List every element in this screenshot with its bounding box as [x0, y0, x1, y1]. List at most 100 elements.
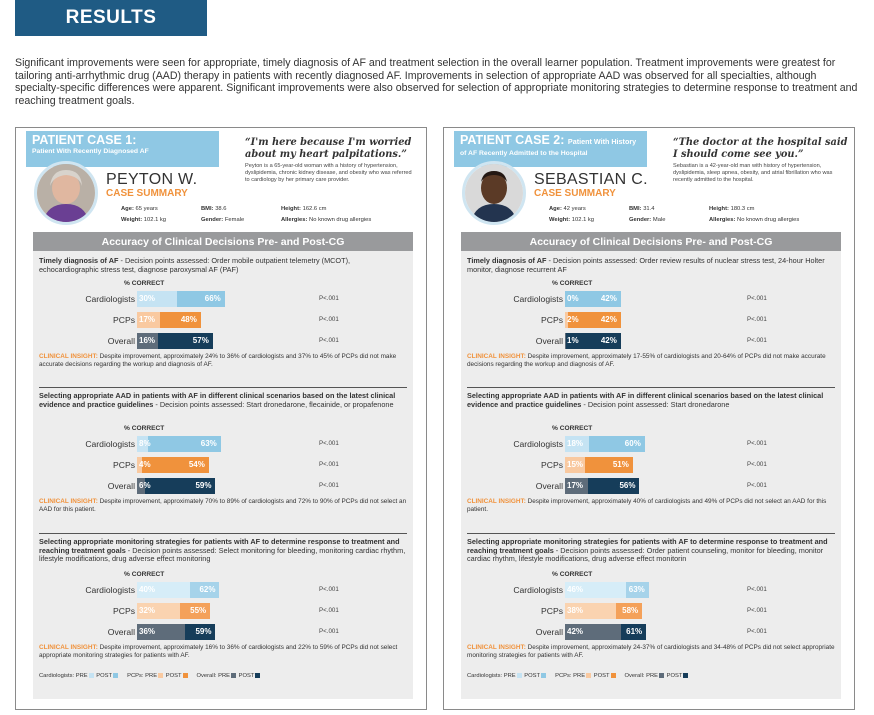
- pct-correct-label: % CORRECT: [552, 280, 593, 287]
- patient-photo: [34, 161, 98, 225]
- weight-value: 102.1 kg: [143, 216, 167, 223]
- post-bar: [566, 333, 621, 349]
- pct-correct-label: % CORRECT: [124, 425, 165, 432]
- section-title-rest: - Decision points assessed: Order patien…: [467, 545, 824, 564]
- legend-label: Overall:: [196, 673, 217, 680]
- section-title: Timely diagnosis of AF - Decision points…: [39, 256, 407, 274]
- legend-post-swatch: [113, 673, 119, 678]
- height-value: 162.6 cm: [302, 205, 327, 212]
- post-value-label: 42%: [600, 294, 617, 303]
- bar-row-pcps: PCPs 4% 54% P<.001: [39, 457, 407, 473]
- legend-post-swatch: [182, 673, 188, 678]
- post-value-label: 60%: [624, 439, 641, 448]
- post-bar: [190, 582, 220, 598]
- legend-post-text: POST: [165, 673, 182, 680]
- accuracy-header: Accuracy of Clinical Decisions Pre- and …: [461, 232, 841, 251]
- post-bar: [142, 457, 209, 473]
- clinical-insight-label: CLINICAL INSIGHT:: [467, 498, 526, 505]
- pre-bar: [565, 312, 568, 328]
- patient-quote: “I'm here because I'm worried about my h…: [245, 137, 412, 160]
- weight-value: 102.1 kg: [571, 216, 595, 223]
- pre-bar: [137, 312, 160, 328]
- clinical-insight-label: CLINICAL INSIGHT:: [467, 353, 526, 360]
- legend-pre-swatch: [88, 673, 94, 678]
- clinical-insight-text: Despite improvement, approximately 17-55…: [467, 353, 826, 368]
- age-label: Age:: [121, 205, 134, 212]
- decision-section: Selecting appropriate AAD in patients wi…: [39, 391, 407, 513]
- post-value-label: 66%: [204, 294, 221, 303]
- pre-bar: [137, 582, 191, 598]
- legend-pre-swatch: [659, 673, 665, 678]
- weight-label: Weight:: [549, 216, 571, 223]
- p-value: P<.001: [319, 337, 339, 344]
- legend-pre-text: PRE: [145, 673, 158, 680]
- clinical-insight: CLINICAL INSIGHT: Despite improvement, a…: [39, 644, 407, 660]
- patient-name: SEBASTIAN C.: [534, 171, 648, 188]
- decision-section: Selecting appropriate monitoring strateg…: [467, 537, 835, 659]
- pre-value-label: 38%: [567, 606, 584, 615]
- p-value: P<.001: [747, 461, 767, 468]
- height-label: Height:: [709, 205, 729, 212]
- section-title-bold: Selecting appropriate AAD in patients wi…: [467, 391, 824, 409]
- pre-bar: [565, 582, 627, 598]
- pre-bar: [565, 478, 588, 494]
- p-value: P<.001: [747, 440, 767, 447]
- pre-bar: [565, 624, 621, 640]
- post-value-label: 61%: [626, 627, 643, 636]
- pre-value-label: 2%: [567, 315, 579, 324]
- case-tag-subtitle: Patient With Recently Diagnosed AF: [32, 148, 149, 155]
- section-title-bold: Selecting appropriate AAD in patients wi…: [39, 391, 396, 409]
- post-value-label: 51%: [612, 460, 629, 469]
- section-title-bold: Selecting appropriate monitoring strateg…: [39, 537, 400, 555]
- bar-row-overall: Overall 6% 59% P<.001: [39, 478, 407, 494]
- section-title-rest: - Decision points assessed: Select monit…: [39, 545, 406, 564]
- results-banner: RESULTS: [15, 0, 207, 36]
- pre-value-label: 4%: [139, 460, 151, 469]
- bar-row-label: PCPs: [541, 315, 563, 325]
- pre-value-label: 46%: [567, 585, 584, 594]
- pre-value-label: 16%: [139, 336, 156, 345]
- section-title: Selecting appropriate monitoring strateg…: [39, 537, 407, 564]
- bmi-value: 38.6: [215, 205, 227, 212]
- bar-row-overall: Overall 42% 61% P<.001: [467, 624, 835, 640]
- bar-row-overall: Overall 36% 59% P<.001: [39, 624, 407, 640]
- case-tag-title: PATIENT CASE 2: Patient With History: [460, 133, 637, 147]
- bmi-label: BMI:: [629, 205, 642, 212]
- p-value: P<.001: [319, 461, 339, 468]
- pre-bar: [137, 624, 185, 640]
- bar-row-cardiologists: Cardiologists 0% 42% P<.001: [467, 291, 835, 307]
- pre-bar: [137, 333, 159, 349]
- legend-label: Cardiologists:: [467, 673, 503, 680]
- legend-post-swatch: [255, 673, 261, 678]
- patient-name: PEYTON W.: [106, 171, 198, 188]
- legend-group-pcp: PCPs: PRE POST: [127, 673, 188, 679]
- clinical-insight-text: Despite improvement, approximately 16% t…: [39, 644, 398, 659]
- post-value-label: 54%: [188, 460, 205, 469]
- pre-value-label: 6%: [139, 481, 151, 490]
- legend-label: Overall:: [624, 673, 645, 680]
- gender-value: Male: [652, 216, 666, 223]
- post-bar: [615, 603, 643, 619]
- post-value-label: 59%: [195, 481, 212, 490]
- section-divider: [39, 533, 407, 534]
- pct-correct-label: % CORRECT: [552, 571, 593, 578]
- section-title: Selecting appropriate monitoring strateg…: [467, 537, 835, 564]
- age-label: Age:: [549, 205, 562, 212]
- p-value: P<.001: [319, 482, 339, 489]
- bar-row-cardiologists: Cardiologists 8% 63% P<.001: [39, 436, 407, 452]
- intro-paragraph: Significant improvements were seen for a…: [15, 57, 858, 107]
- gender-label: Gender:: [629, 216, 652, 223]
- case-tag: PATIENT CASE 2: Patient With History of …: [454, 131, 647, 167]
- section-title: Selecting appropriate AAD in patients wi…: [39, 391, 407, 409]
- gender-value: Female: [224, 216, 245, 223]
- bmi-label: BMI:: [201, 205, 214, 212]
- bar-row-label: Overall: [107, 481, 135, 491]
- pre-bar: [137, 291, 177, 307]
- legend-post-text: POST: [666, 673, 683, 680]
- section-title: Selecting appropriate AAD in patients wi…: [467, 391, 835, 409]
- pre-bar: [137, 457, 143, 473]
- bar-row-label: PCPs: [541, 460, 563, 470]
- post-value-label: 58%: [622, 606, 639, 615]
- bar-row-label: PCPs: [113, 315, 135, 325]
- bar-row-cardiologists: Cardiologists 30% 66% P<.001: [39, 291, 407, 307]
